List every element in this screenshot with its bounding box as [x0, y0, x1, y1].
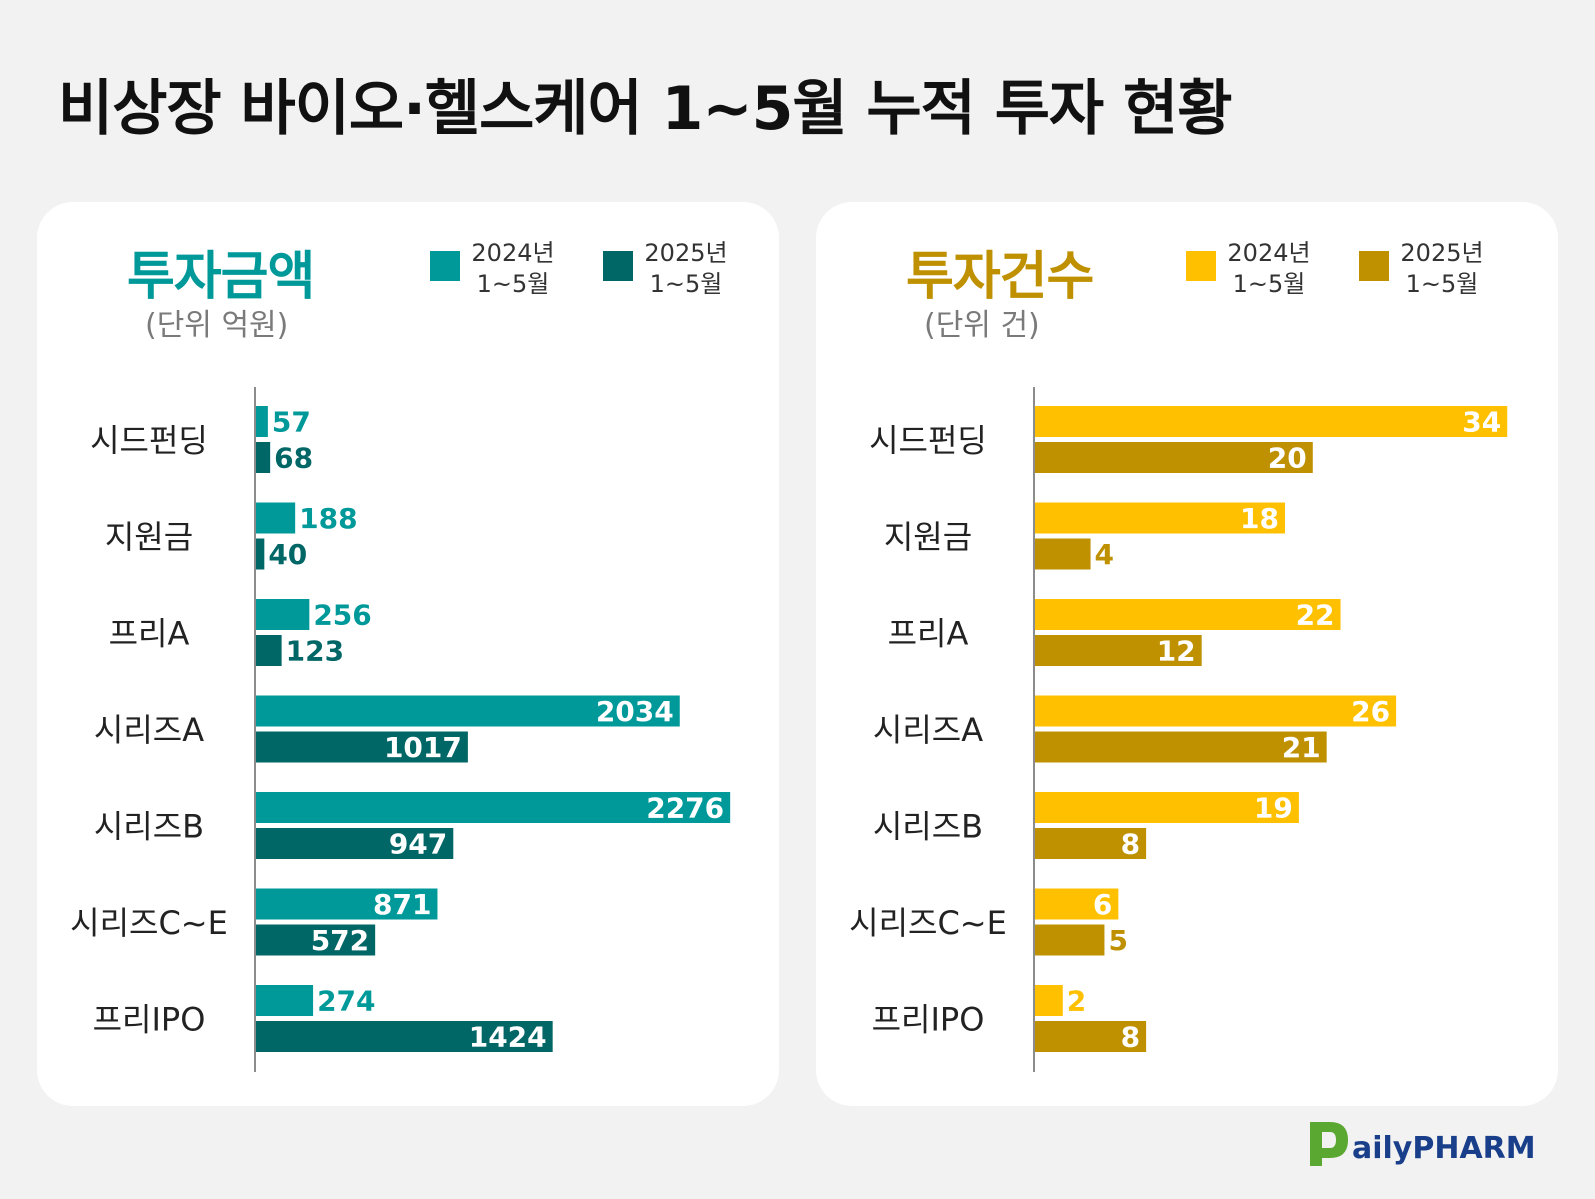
legend-label-year: 2024년 — [1227, 239, 1311, 267]
bar-value-label: 26 — [1351, 695, 1390, 728]
legend-swatch-count-2025 — [1359, 251, 1389, 281]
bar-value-label: 12 — [1157, 635, 1196, 668]
category-label: 프리A — [888, 615, 969, 653]
amount-bar-2025 — [256, 924, 376, 956]
category-label: 시리즈A — [94, 711, 204, 749]
page-title: 비상장 바이오·헬스케어 1~5월 누적 투자 현황 — [58, 74, 1232, 144]
legend-swatch-amount-2024 — [430, 251, 460, 281]
category-label: 프리A — [109, 615, 190, 653]
count-chart-title: 투자건수 — [906, 247, 1094, 307]
category-label: 시리즈B — [94, 808, 204, 846]
bar-value-label: 8 — [1121, 828, 1140, 861]
category-label: 시리즈B — [873, 808, 983, 846]
amount-bar-2024 — [256, 502, 296, 534]
amount-bar-2025 — [256, 442, 271, 473]
amount-bar-2025 — [256, 828, 454, 859]
bar-value-label: 2 — [1067, 985, 1086, 1018]
logo-wordmark: ailyPHARM — [1352, 1131, 1536, 1166]
amount-chart-unit: (단위 억원) — [145, 308, 289, 343]
bar-value-label: 21 — [1282, 731, 1321, 764]
category-label: 시리즈C~E — [849, 904, 1007, 942]
count-bar-2025 — [1035, 1021, 1147, 1052]
count-bar-2024 — [1035, 792, 1299, 823]
bar-value-label: 5 — [1108, 924, 1127, 957]
bar-value-label: 1424 — [469, 1021, 547, 1054]
count-bar-2024 — [1035, 599, 1341, 630]
bar-value-label: 572 — [311, 924, 369, 957]
amount-bar-2024 — [256, 888, 438, 920]
bar-value-label: 123 — [286, 635, 344, 668]
count-bar-2024 — [1035, 888, 1119, 920]
category-label: 시드펀딩 — [869, 422, 987, 460]
amount-bar-2024 — [256, 985, 314, 1016]
amount-bar-2024 — [256, 599, 310, 630]
amount-chart-panel: 투자금액 (단위 억원) 2024년 1~5월 2025년 1~5월 시드펀딩 5… — [37, 202, 779, 1106]
legend-swatch-count-2024 — [1186, 251, 1216, 281]
bar-value-label: 20 — [1268, 442, 1307, 475]
count-bar-2025 — [1035, 924, 1105, 956]
logo-mark-icon — [1310, 1122, 1348, 1166]
dailypharm-logo: ailyPHARM — [1310, 1122, 1536, 1166]
bar-value-label: 2034 — [596, 695, 674, 728]
amount-bar-2024 — [256, 695, 680, 727]
count-bar-2024 — [1035, 502, 1285, 534]
category-label: 시리즈C~E — [70, 904, 228, 942]
bar-value-label: 6 — [1093, 888, 1112, 921]
count-chart-unit: (단위 건) — [924, 308, 1040, 343]
bar-value-label: 57 — [272, 406, 311, 439]
amount-bar-2025 — [256, 731, 468, 763]
legend-label-period: 1~5월 — [1405, 270, 1479, 298]
count-bar-2025 — [1035, 731, 1327, 763]
bar-value-label: 4 — [1095, 538, 1114, 571]
bar-value-label: 1017 — [384, 731, 462, 764]
bar-value-label: 34 — [1462, 406, 1501, 439]
count-bar-2024 — [1035, 985, 1063, 1016]
legend-swatch-amount-2025 — [603, 251, 633, 281]
bar-value-label: 2276 — [646, 792, 724, 825]
legend-label-year: 2025년 — [644, 239, 728, 267]
legend-label-year: 2024년 — [471, 239, 555, 267]
count-bar-2025 — [1035, 442, 1313, 473]
category-label: 지원금 — [105, 518, 193, 556]
category-label: 프리IPO — [93, 1001, 206, 1039]
count-bar-2024 — [1035, 406, 1508, 437]
bar-value-label: 947 — [389, 828, 447, 861]
bar-value-label: 8 — [1121, 1021, 1140, 1054]
legend-label-period: 1~5월 — [1232, 270, 1306, 298]
bar-value-label: 274 — [317, 985, 375, 1018]
category-label: 시드펀딩 — [90, 422, 208, 460]
amount-bar-2024 — [256, 406, 268, 437]
amount-bar-2024 — [256, 792, 731, 823]
count-bar-2024 — [1035, 695, 1397, 727]
category-label: 프리IPO — [872, 1001, 985, 1039]
amount-bar-2025 — [256, 538, 265, 570]
bar-value-label: 40 — [268, 538, 307, 571]
amount-bar-2025 — [256, 1021, 553, 1052]
legend-label-period: 1~5월 — [476, 270, 550, 298]
bar-value-label: 256 — [313, 599, 371, 632]
count-bar-2025 — [1035, 538, 1091, 570]
amount-chart-title: 투자금액 — [127, 247, 315, 307]
bar-value-label: 871 — [373, 888, 431, 921]
count-bar-2025 — [1035, 635, 1202, 666]
bar-value-label: 188 — [299, 502, 357, 535]
bar-value-label: 18 — [1240, 502, 1279, 535]
category-label: 시리즈A — [873, 711, 983, 749]
legend-label-year: 2025년 — [1400, 239, 1484, 267]
amount-bar-2025 — [256, 635, 282, 666]
count-bar-2025 — [1035, 828, 1147, 859]
bar-value-label: 19 — [1254, 792, 1293, 825]
legend-label-period: 1~5월 — [649, 270, 723, 298]
bar-value-label: 22 — [1296, 599, 1335, 632]
category-label: 지원금 — [884, 518, 972, 556]
count-chart-panel: 투자건수 (단위 건) 2024년 1~5월 2025년 1~5월 시드펀딩 34… — [816, 202, 1558, 1106]
bar-value-label: 68 — [274, 442, 313, 475]
